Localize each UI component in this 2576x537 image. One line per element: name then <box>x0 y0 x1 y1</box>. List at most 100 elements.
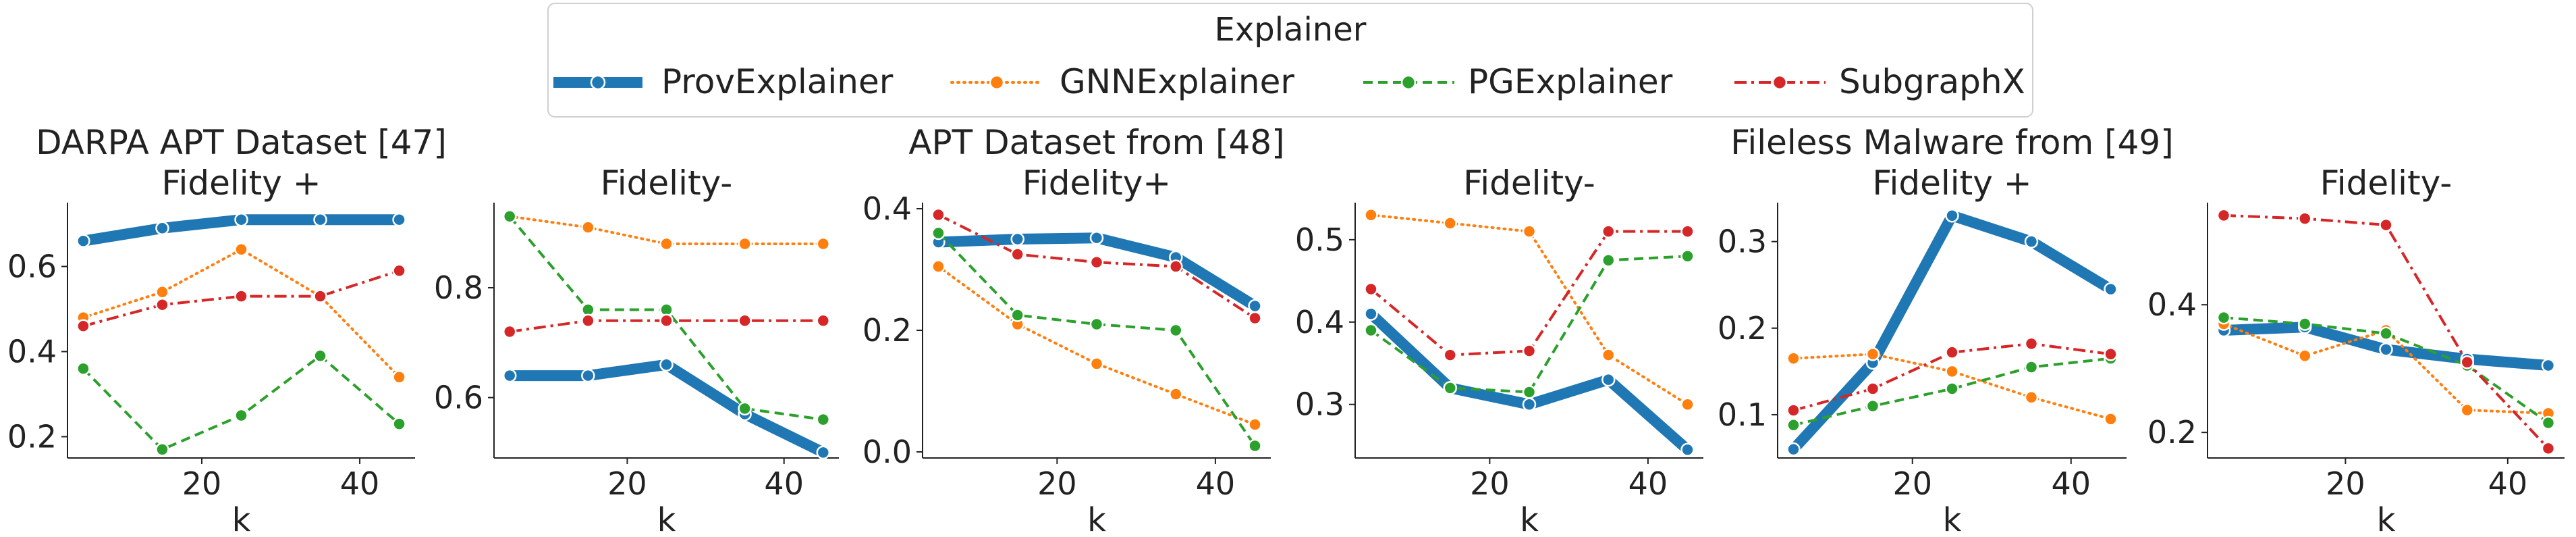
panel-5-point-pgexplainer <box>1786 418 1801 432</box>
legend-label-provexplainer: ProvExplainer <box>661 62 894 101</box>
panel-3-point-provexplainer <box>1089 230 1104 245</box>
panel-3-point-gnnexplainer <box>931 259 946 274</box>
panel-3-point-provexplainer <box>1010 232 1024 247</box>
panel-1-x-label: k <box>232 501 251 537</box>
panel-3-point-pgexplainer <box>1010 308 1024 322</box>
panel-5-point-provexplainer <box>1786 442 1801 457</box>
panel-6: Fidelity- 20 40 0.2 0.4 k <box>2147 163 2565 537</box>
panel-6-point-subgraphx <box>2460 355 2474 369</box>
panel-5-point-subgraphx <box>1865 382 1880 396</box>
panel-1-point-provexplainer <box>76 234 90 248</box>
panel-4-point-pgexplainer <box>1443 381 1457 395</box>
panel-4-point-provexplainer <box>1522 397 1537 411</box>
panel-3-title-line-2: Fidelity+ <box>1022 163 1171 203</box>
panel-1-point-provexplainer <box>313 212 327 227</box>
panel-1-point-provexplainer <box>392 212 406 227</box>
panel-1-title-line-1: DARPA APT Dataset [47] <box>36 123 447 162</box>
legend-entry-subgraphx: SubgraphX <box>1734 62 2025 101</box>
panel-5-y-tick-label: 0.2 <box>1718 310 1767 347</box>
panel-4-x-label: k <box>1520 501 1539 537</box>
panel-1-series-pgexplainer <box>82 354 400 451</box>
panel-6-series-subgraphx <box>2223 213 2550 450</box>
panel-3-point-subgraphx <box>1089 255 1104 270</box>
panel-1-point-pgexplainer <box>76 361 90 376</box>
panel-3-point-subgraphx <box>1169 259 1183 274</box>
panel-5-point-gnnexplainer <box>2024 390 2039 405</box>
panel-1-y-tick-label: 0.6 <box>7 249 57 285</box>
panel-4-y-tick-label: 0.4 <box>1295 304 1344 340</box>
panel-3-point-gnnexplainer <box>1089 357 1104 371</box>
legend-entry-pgexplainer: PGExplainer <box>1363 62 1673 101</box>
panel-1-point-pgexplainer <box>392 417 406 431</box>
panel-3-point-subgraphx <box>1010 247 1024 261</box>
panel-6-point-pgexplainer <box>2541 415 2556 430</box>
panel-5-x-tick-label: 40 <box>2051 465 2091 502</box>
panel-5-point-provexplainer <box>2024 234 2039 249</box>
panel-3-point-provexplainer <box>1248 299 1262 313</box>
panel-6-series-pgexplainer <box>2223 316 2550 424</box>
panel-6-point-provexplainer <box>2379 342 2393 357</box>
legend-entry-provexplainer: ProvExplainer <box>553 62 894 101</box>
legend-title: Explainer <box>1215 11 1367 49</box>
panel-1-y-tick-label: 0.2 <box>7 419 57 455</box>
panel-6-point-provexplainer <box>2541 358 2556 373</box>
panel-2-series-provexplainer <box>510 359 826 458</box>
panel-4-point-provexplainer <box>1680 442 1695 457</box>
panel-3-point-pgexplainer <box>1169 323 1183 338</box>
legend-marker-subgraphx <box>1772 74 1788 91</box>
panel-1-series-subgraphx <box>82 269 400 328</box>
panel-5-x-label: k <box>1943 501 1962 537</box>
panel-5-x-tick-label: 20 <box>1892 465 1932 502</box>
panel-1-point-subgraphx <box>76 319 90 333</box>
panel-2-point-pgexplainer <box>502 209 517 224</box>
panel-4-point-gnnexplainer <box>1364 208 1378 222</box>
panel-3-y-tick-label: 0.2 <box>862 312 912 349</box>
panel-3-point-subgraphx <box>1248 311 1262 326</box>
panel-5-y-tick-label: 0.1 <box>1718 397 1767 433</box>
panel-2-point-provexplainer <box>816 445 831 460</box>
panel-5-point-provexplainer <box>2104 282 2118 297</box>
panel-5-point-subgraphx <box>2024 336 2039 351</box>
panel-6-y-tick-label: 0.4 <box>2147 286 2197 323</box>
panel-1-title-line-2: Fidelity + <box>161 163 321 203</box>
panel-5-title-line-2: Fidelity + <box>1872 163 2031 203</box>
panel-3-y-tick-label: 0.0 <box>862 434 912 470</box>
panel-1-point-subgraphx <box>155 297 169 312</box>
panel-4-y-tick-label: 0.5 <box>1295 222 1344 258</box>
panel-2-point-pgexplainer <box>816 412 831 427</box>
panel-2-point-gnnexplainer <box>738 236 752 251</box>
panel-3-series-provexplainer <box>938 232 1258 311</box>
panel-1-point-provexplainer <box>155 221 169 236</box>
legend-label-gnnexplainer: GNNExplainer <box>1060 62 1294 101</box>
panel-2-title: Fidelity- <box>601 163 733 203</box>
panel-2-point-provexplainer <box>581 368 595 383</box>
panel-1: DARPA APT Dataset [47]Fidelity + 20 40 0.2 0… <box>7 123 447 537</box>
panel-4-series-subgraphx <box>1370 230 1688 357</box>
legend-marker-provexplainer <box>590 74 606 91</box>
panel-5-point-gnnexplainer <box>1865 347 1880 361</box>
panel-2-x-label: k <box>657 501 676 537</box>
panel-6-title: Fidelity- <box>2320 163 2452 203</box>
panel-1-x-tick-label: 40 <box>340 465 380 502</box>
panel-3-point-subgraphx <box>931 207 946 222</box>
panel-6-point-pgexplainer <box>2298 317 2312 331</box>
panel-6-point-pgexplainer <box>2216 310 2231 325</box>
panel-5-point-subgraphx <box>1945 345 1959 359</box>
legend-marker-gnnexplainer <box>989 74 1005 91</box>
legend-label-subgraphx: SubgraphX <box>1839 62 2025 101</box>
panel-1-point-subgraphx <box>313 289 327 303</box>
panel-2-point-gnnexplainer <box>816 236 831 251</box>
panel-1-y-tick-label: 0.4 <box>7 334 57 370</box>
panel-1-point-pgexplainer <box>313 349 327 363</box>
panel-3-point-gnnexplainer <box>1169 387 1183 401</box>
panel-2-point-subgraphx <box>816 313 831 328</box>
panel-2-x-tick-label: 20 <box>607 465 647 502</box>
panel-6-y-tick-label: 0.2 <box>2147 414 2197 451</box>
panel-1-point-pgexplainer <box>234 408 248 423</box>
panel-2-y-tick-label: 0.8 <box>434 270 483 306</box>
panel-3-series-gnnexplainer <box>937 265 1257 426</box>
panel-2-x-tick-label: 40 <box>764 465 804 502</box>
legend-frame <box>547 3 2033 118</box>
panel-5-point-subgraphx <box>1786 403 1801 417</box>
panel-4-point-subgraphx <box>1522 344 1537 358</box>
